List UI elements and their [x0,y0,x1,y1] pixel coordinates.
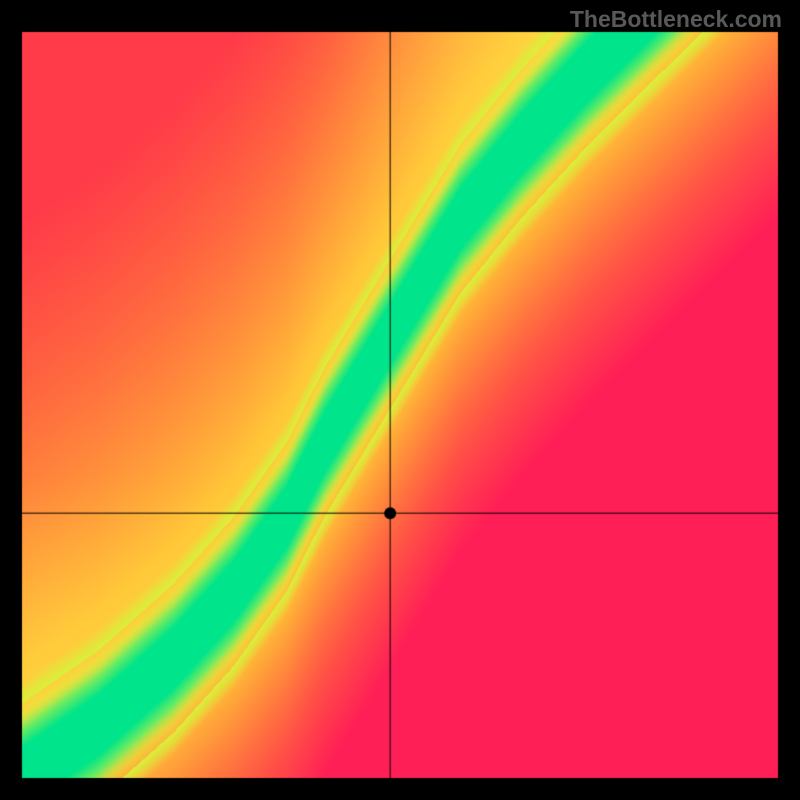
watermark-text: TheBottleneck.com [570,6,782,33]
chart-container: TheBottleneck.com [0,0,800,800]
heatmap-canvas [0,0,800,800]
